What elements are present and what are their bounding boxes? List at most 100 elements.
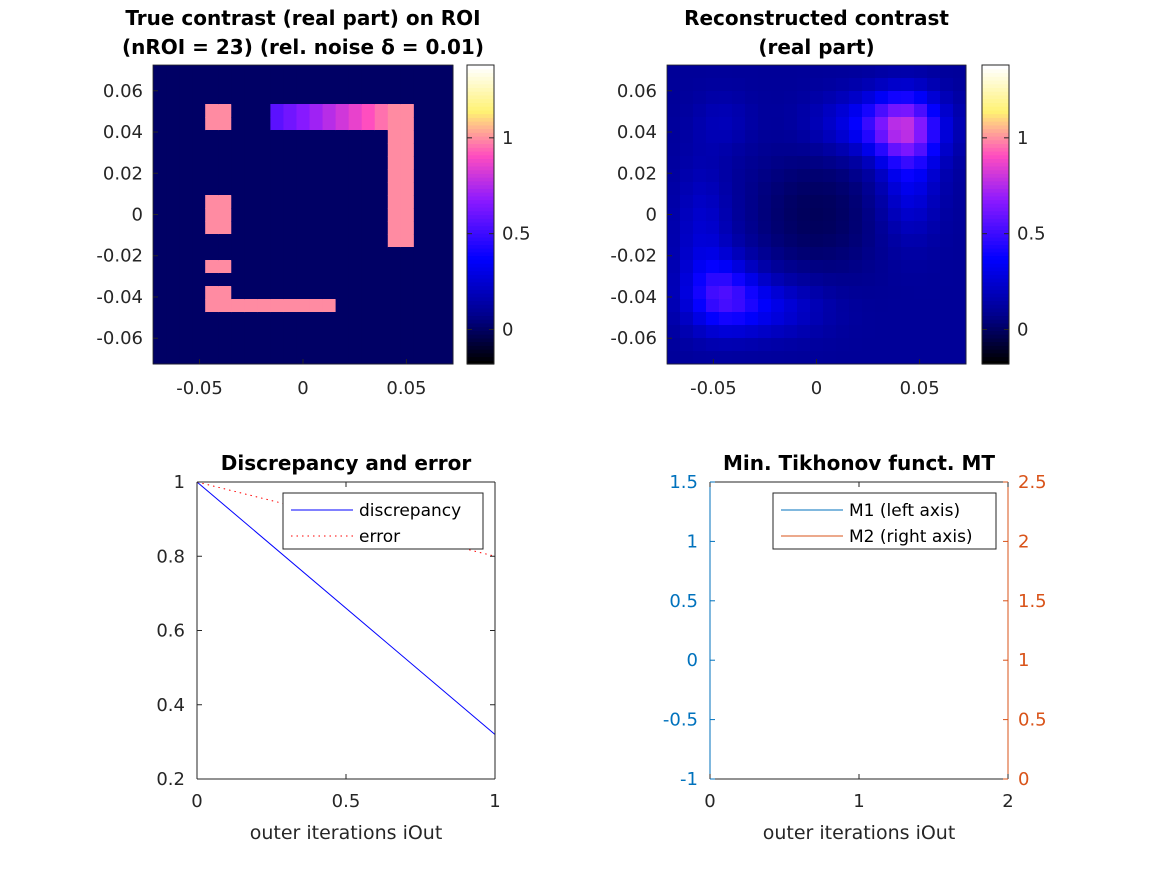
heatmap-cell: [153, 104, 167, 118]
heatmap-cell: [771, 169, 785, 183]
legend-label: discrepancy: [359, 501, 461, 521]
colorbar-segment: [982, 87, 1009, 92]
heatmap-cell: [823, 130, 837, 144]
heatmap-cell: [667, 182, 681, 196]
heatmap-cell: [153, 208, 167, 222]
heatmap-cell: [218, 130, 232, 144]
heatmap-cell: [810, 65, 824, 79]
colorbar-segment: [467, 337, 494, 343]
heatmap-cell: [745, 65, 759, 79]
heatmap-cell: [706, 195, 720, 209]
heatmap-cell: [888, 338, 902, 352]
colorbar-segment: [982, 326, 1009, 331]
heatmap-cell: [361, 91, 376, 105]
heatmap-cell: [270, 182, 284, 196]
heatmap-cell: [862, 260, 876, 274]
heatmap-cell: [758, 130, 772, 144]
heatmap-cell: [680, 104, 694, 118]
x-tick-label: 0.05: [386, 378, 426, 399]
colorbar-segment: [982, 177, 1009, 182]
heatmap-cell: [732, 182, 746, 196]
heatmap-cell: [758, 260, 772, 274]
heatmap-cell: [270, 234, 284, 248]
heatmap-cell: [771, 351, 785, 365]
heatmap-cell: [231, 351, 245, 365]
heatmap-cell: [309, 143, 324, 157]
heatmap-cell: [335, 182, 350, 196]
heatmap-cell: [797, 182, 811, 196]
heatmap-cell: [426, 130, 441, 144]
heatmap-cell: [927, 273, 941, 287]
heatmap-cell: [218, 104, 232, 118]
heatmap-cell: [719, 143, 733, 157]
heatmap-cell: [348, 338, 363, 352]
heatmap-cell: [218, 312, 232, 326]
heatmap-cell: [914, 182, 928, 196]
heatmap-cell: [296, 221, 311, 235]
heatmap-cell: [244, 182, 258, 196]
colorbar-segment: [982, 233, 1009, 238]
heatmap-cell: [296, 78, 311, 92]
heatmap-cell: [218, 299, 232, 313]
heatmap-cell: [322, 117, 337, 131]
heatmap-cell: [205, 325, 219, 339]
reconstructed-contrast-title-line: Reconstructed contrast: [684, 6, 949, 30]
colorbar-segment: [467, 360, 494, 365]
heatmap-cell: [322, 325, 337, 339]
y-tick-label: -0.04: [96, 287, 143, 308]
heatmap-cell: [940, 130, 954, 144]
heatmap-cell: [426, 325, 441, 339]
heatmap-cell: [205, 351, 219, 365]
heatmap-cell: [322, 312, 337, 326]
heatmap-cell: [888, 117, 902, 131]
heatmap-cell: [179, 169, 193, 183]
series-line-discrepancy: [196, 481, 496, 735]
heatmap-cell: [771, 260, 785, 274]
colorbar-segment: [467, 251, 494, 257]
colorbar-segment: [467, 248, 494, 253]
heatmap-cell: [680, 195, 694, 209]
heatmap-cell: [784, 65, 798, 79]
heatmap-cell: [218, 169, 232, 183]
heatmap-cell: [888, 312, 902, 326]
colorbar-segment: [467, 76, 494, 81]
heatmap-cell: [680, 234, 694, 248]
heatmap-cell: [244, 169, 258, 183]
heatmap-cell: [784, 273, 798, 287]
heatmap-cell: [322, 91, 337, 105]
heatmap-cell: [283, 104, 297, 118]
heatmap-cell: [348, 195, 363, 209]
heatmap-cell: [732, 143, 746, 157]
heatmap-cell: [322, 65, 337, 79]
y-tick-label: -0.04: [610, 287, 657, 308]
heatmap-cell: [849, 208, 863, 222]
heatmap-cell: [192, 299, 206, 313]
heatmap-cell: [914, 234, 928, 248]
colorbar-segment: [467, 199, 494, 204]
heatmap-cell: [706, 208, 720, 222]
heatmap-cell: [940, 325, 954, 339]
heatmap-cell: [667, 221, 681, 235]
colorbar-segment: [467, 192, 494, 197]
heatmap-cell: [732, 338, 746, 352]
colorbar-segment: [982, 147, 1009, 152]
y-right-tick-label: 1.5: [1018, 591, 1047, 612]
colorbar-segment: [982, 154, 1009, 160]
heatmap-cell: [797, 351, 811, 365]
heatmap-cell: [901, 221, 915, 235]
heatmap-cell: [335, 338, 350, 352]
heatmap-cell: [426, 156, 441, 170]
x-tick-label: 0: [297, 378, 308, 399]
heatmap-cell: [257, 117, 271, 131]
heatmap-cell: [387, 91, 402, 105]
heatmap-cell: [192, 65, 206, 79]
heatmap-cell: [888, 182, 902, 196]
colorbar-segment: [467, 244, 494, 249]
heatmap-cell: [797, 78, 811, 92]
heatmap-cell: [257, 91, 271, 105]
heatmap-cell: [270, 221, 284, 235]
heatmap-cell: [374, 117, 389, 131]
heatmap-cell: [413, 91, 428, 105]
heatmap-cell: [771, 117, 785, 131]
colorbar-segment: [982, 128, 1009, 133]
